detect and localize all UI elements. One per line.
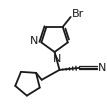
Text: N: N: [30, 36, 39, 46]
Text: Br: Br: [71, 9, 84, 19]
Text: N: N: [98, 63, 106, 73]
Text: N: N: [53, 54, 62, 64]
